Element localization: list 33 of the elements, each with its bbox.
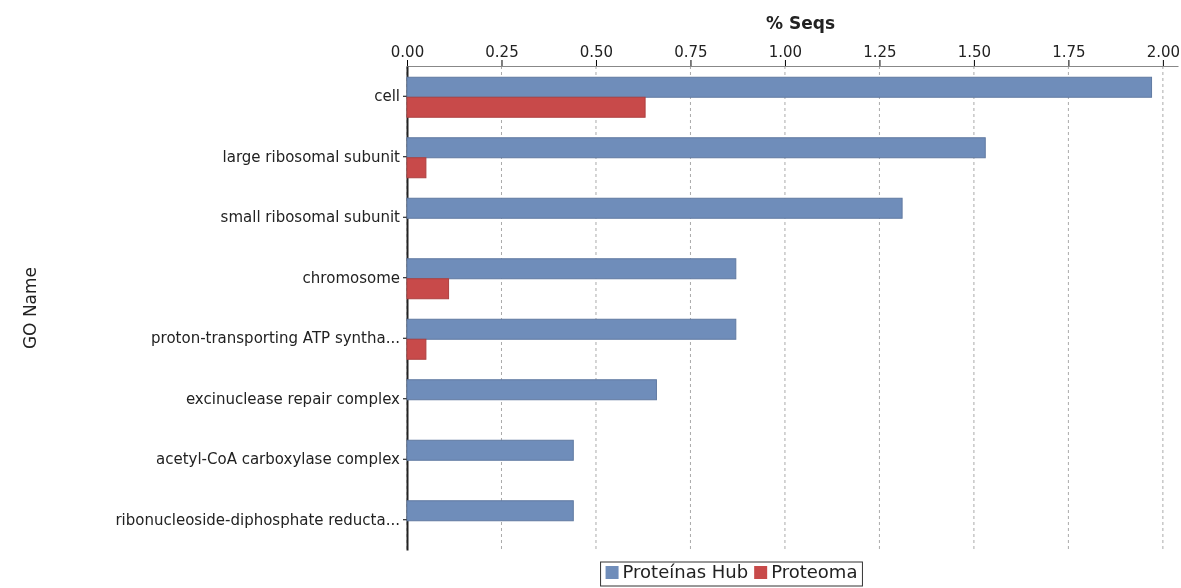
bar <box>406 258 737 280</box>
x-tick-label: 1.00 <box>768 43 803 61</box>
x-tick-label: 0.25 <box>485 43 519 61</box>
x-tick-label: 0.00 <box>390 43 425 61</box>
y-tick-label: proton-transporting ATP syntha... <box>151 329 400 348</box>
bar <box>406 76 1153 98</box>
bar <box>406 197 903 219</box>
bar <box>406 379 657 401</box>
bar <box>406 278 450 300</box>
x-tick-label: 1.75 <box>1052 43 1086 61</box>
bar <box>406 318 737 340</box>
bar <box>406 137 986 159</box>
bar <box>406 157 427 179</box>
bar <box>406 439 574 461</box>
x-tick-label: 2.00 <box>1146 43 1181 61</box>
legend-label: Proteínas Hub <box>622 561 749 582</box>
x-tick-label: 1.25 <box>863 43 897 61</box>
y-tick-label: small ribosomal subunit <box>220 208 401 227</box>
bar <box>406 96 646 118</box>
y-tick-label: cell <box>374 87 400 106</box>
y-tick-label: excinuclease repair complex <box>185 389 401 408</box>
y-tick-label: chromosome <box>302 268 400 287</box>
bar <box>406 338 427 360</box>
y-tick-label: large ribosomal subunit <box>222 147 401 166</box>
x-tick-label: 0.75 <box>674 43 708 61</box>
legend-label: Proteoma <box>771 561 858 582</box>
y-tick-label: ribonucleoside-diphosphate reducta... <box>115 510 400 529</box>
bar <box>406 500 574 522</box>
x-axis-title: % Seqs <box>765 13 836 33</box>
x-tick-label: 1.50 <box>957 43 992 61</box>
y-axis-title: GO Name <box>20 266 40 350</box>
x-tick-label: 0.50 <box>579 43 614 61</box>
y-tick-label: acetyl-CoA carboxylase complex <box>155 450 401 469</box>
